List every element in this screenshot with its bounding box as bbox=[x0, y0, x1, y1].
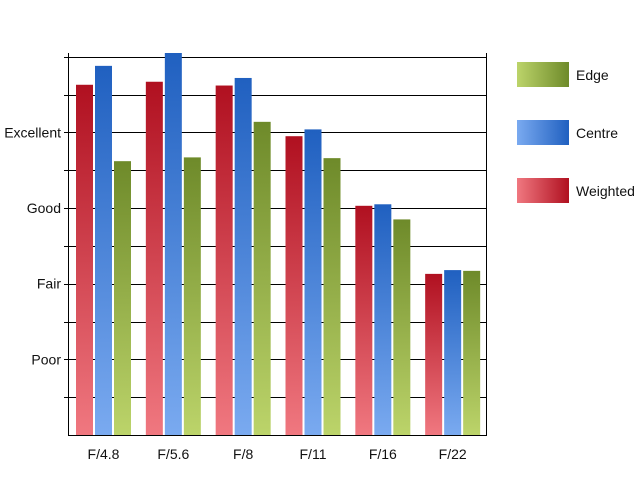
bar-edge-f-16 bbox=[393, 219, 411, 435]
bar-edge-f-4-8 bbox=[114, 161, 131, 436]
gridlines bbox=[68, 57, 487, 398]
y-tick-label-poor: Poor bbox=[31, 351, 61, 367]
x-tick-label-f-4-8: F/4.8 bbox=[88, 446, 120, 462]
bar-centre-f-16 bbox=[374, 204, 392, 435]
y-tick-label-good: Good bbox=[27, 200, 61, 216]
legend-swatch-weighted bbox=[517, 178, 569, 203]
bar-weighted-f-8 bbox=[215, 85, 233, 435]
x-tick-label-f-5-6: F/5.6 bbox=[157, 446, 189, 462]
bar-weighted-f-5-6 bbox=[145, 81, 163, 435]
bar-centre-f-11 bbox=[304, 129, 322, 435]
bar-edge-f-22 bbox=[463, 270, 481, 435]
legend-label-weighted: Weighted bbox=[576, 183, 635, 199]
bars bbox=[76, 53, 481, 436]
x-tick-label-f-22: F/22 bbox=[439, 446, 467, 462]
legend-label-centre: Centre bbox=[576, 125, 618, 141]
bar-edge-f-11 bbox=[323, 158, 341, 435]
bar-edge-f-5-6 bbox=[183, 157, 201, 435]
y-tick-labels: Poor Fair Good Excellent bbox=[4, 124, 61, 367]
bar-weighted-f-16 bbox=[355, 205, 373, 435]
x-tick-label-f-16: F/16 bbox=[369, 446, 397, 462]
bar-weighted-f-11 bbox=[285, 136, 303, 435]
legend-swatch-centre bbox=[517, 120, 569, 145]
bar-centre-f-5-6 bbox=[164, 53, 182, 435]
bar-centre-f-22 bbox=[444, 270, 462, 435]
bar-weighted-f-4-8 bbox=[76, 84, 93, 435]
bar-centre-f-4-8 bbox=[95, 65, 112, 435]
legend: Edge Centre Weighted bbox=[517, 62, 635, 203]
x-tick-labels: F/4.8 F/5.6 F/8 F/11 F/16 F/22 bbox=[88, 446, 467, 462]
bar-edge-f-8 bbox=[253, 121, 271, 436]
bar-weighted-f-22 bbox=[425, 273, 443, 435]
axes bbox=[64, 53, 487, 436]
x-tick-label-f-8: F/8 bbox=[233, 446, 253, 462]
x-tick-label-f-11: F/11 bbox=[300, 446, 327, 462]
y-tick-label-fair: Fair bbox=[37, 276, 61, 292]
legend-swatch-edge bbox=[517, 62, 569, 87]
bar-centre-f-8 bbox=[234, 77, 252, 436]
y-tick-label-excellent: Excellent bbox=[4, 124, 61, 140]
legend-label-edge: Edge bbox=[576, 67, 609, 83]
